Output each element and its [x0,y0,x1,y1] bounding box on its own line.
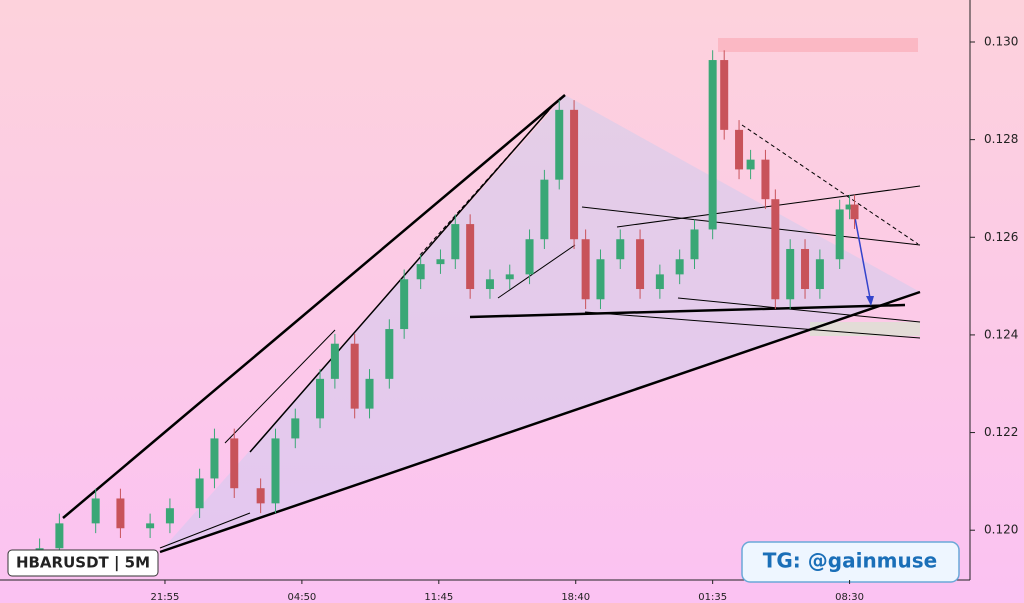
candle-body [636,239,645,290]
candle-body [195,478,204,509]
arrow-head [866,296,874,306]
candle-body [400,279,409,330]
trendline [419,97,561,256]
y-tick-label: 0.120 [984,523,1018,537]
candle-body [210,438,219,479]
candle-body [230,438,239,489]
candle-body [690,229,699,260]
candle-body [815,259,824,290]
candle-body [466,224,475,290]
candle-body [570,109,579,240]
candle-body [116,498,125,529]
watermark-box [741,541,960,583]
trendline [224,329,336,444]
watermark: TG: @gainmuse [763,549,937,573]
candle-body [771,199,780,300]
trendline [581,206,921,246]
x-tick-label: 18:40 [561,592,590,603]
candle-body [91,498,100,524]
candle-body [845,204,854,210]
x-tick-label: 21:55 [151,592,180,603]
triangle-zone [160,95,920,552]
candle-body [720,60,729,130]
candle-body [850,204,859,220]
candle-body [581,239,590,300]
candle-body [330,343,339,379]
x-tick-label: 08:30 [835,592,864,603]
candle-body [555,109,564,180]
candle-body [540,179,549,240]
y-tick-label: 0.128 [984,132,1018,146]
candle-body [616,239,625,260]
drawings [62,38,921,554]
candle-body [146,523,155,529]
candle-body [485,279,494,290]
candle-body [350,343,359,409]
trendline [159,290,921,554]
y-tick-label: 0.122 [984,425,1018,439]
x-tick-label: 01:35 [698,592,727,603]
candle-body [786,248,795,300]
candle-body [316,378,325,419]
candle-body [708,60,717,230]
x-tick-label: 11:45 [424,592,453,603]
candle-body [55,523,64,549]
y-tick-label: 0.124 [984,327,1018,341]
candle-body [835,209,844,260]
trendline [584,311,921,339]
candle-body [436,259,445,265]
candle-body [416,264,425,280]
candle-body [596,259,605,300]
trendline [159,512,251,549]
candle-body [365,378,374,409]
trendline [677,297,921,323]
candle-body [801,248,810,290]
support-zone [810,322,920,336]
trendline [497,244,576,299]
symbol-box [7,549,159,577]
candle-body [655,274,664,290]
candle-body [525,239,534,275]
candle-body [256,488,265,504]
symbol-label: HBARUSDT | 5M [16,554,150,573]
candle-body [271,438,280,504]
candle-body [291,418,300,439]
resistance-zone [718,38,918,52]
x-tick-label: 04:50 [287,592,316,603]
y-tick-label: 0.130 [984,34,1018,48]
candle-body [735,129,744,170]
candle-body [505,274,514,280]
trendline [616,185,921,228]
candle-body [746,159,755,170]
arrow [852,206,871,299]
y-tick-label: 0.126 [984,230,1018,244]
trendline [741,124,919,245]
candle-body [165,508,174,524]
candle-body [451,224,460,260]
candle-body [675,259,684,275]
candle-body [385,329,394,379]
trendline [469,303,906,319]
trendline [62,94,566,519]
candle-body [761,159,770,200]
